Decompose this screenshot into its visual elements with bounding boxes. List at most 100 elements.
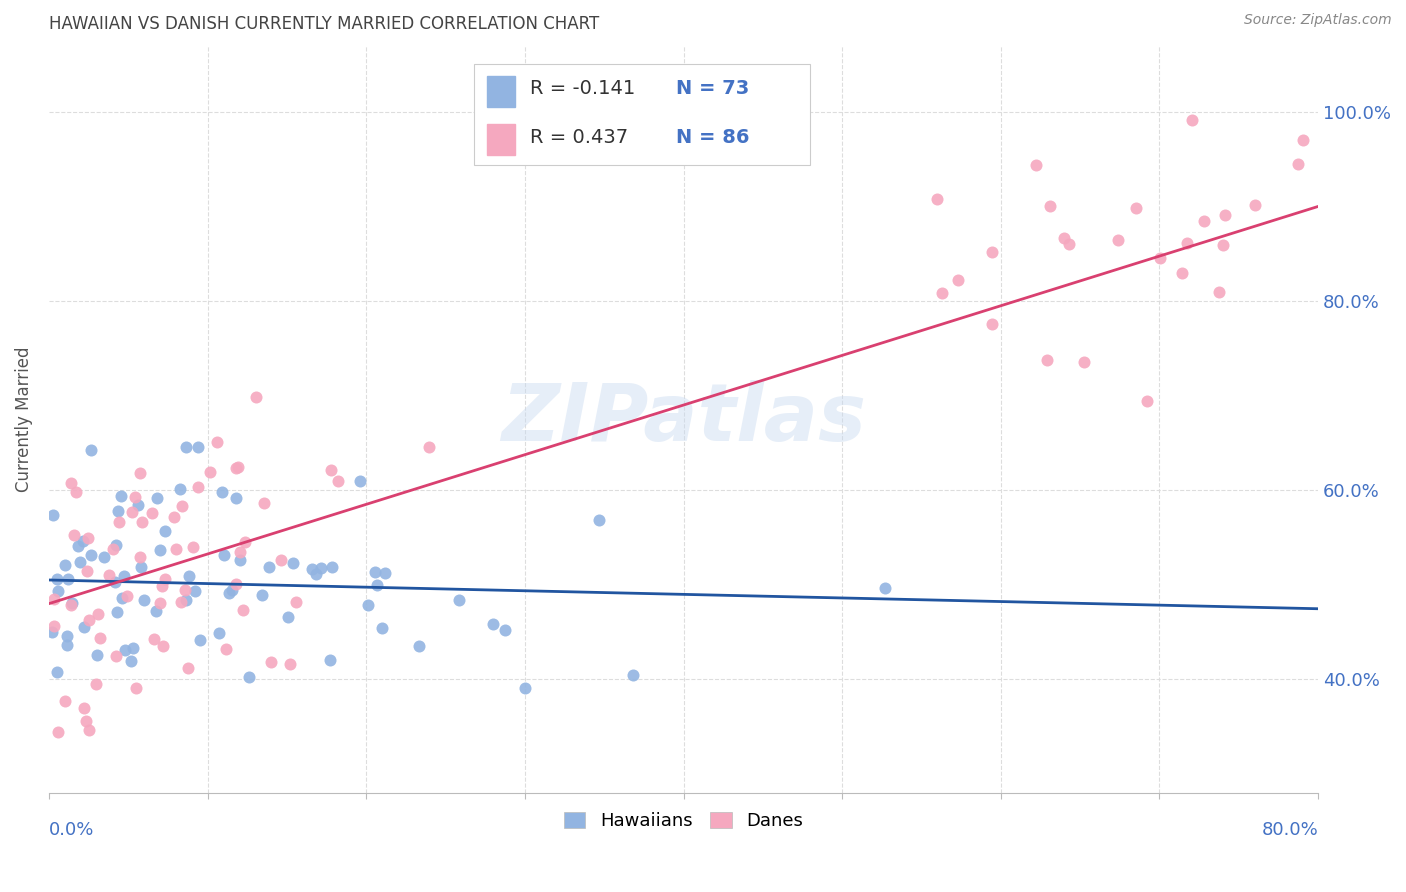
Point — [225, 576, 247, 591]
Point — [212, 548, 235, 562]
Point — [1208, 285, 1230, 299]
Point — [165, 541, 187, 556]
Point — [114, 642, 136, 657]
Legend: Hawaiians, Danes: Hawaiians, Danes — [557, 805, 811, 838]
Point — [174, 440, 197, 454]
Point — [98, 567, 121, 582]
Point — [1136, 393, 1159, 408]
Point — [252, 588, 274, 602]
Point — [228, 460, 250, 475]
Point — [141, 506, 163, 520]
Point — [142, 632, 165, 646]
Point — [260, 655, 283, 669]
Point — [69, 555, 91, 569]
Point — [46, 583, 69, 598]
Point — [494, 623, 516, 637]
Point — [1243, 198, 1265, 212]
Point — [981, 317, 1004, 331]
Point — [56, 638, 79, 652]
FancyBboxPatch shape — [474, 64, 810, 165]
Point — [927, 192, 949, 206]
Point — [1057, 237, 1080, 252]
Point — [305, 567, 328, 582]
Point — [447, 593, 470, 607]
Point — [319, 653, 342, 667]
Point — [79, 613, 101, 627]
Point — [174, 592, 197, 607]
Point — [53, 694, 76, 708]
Point — [145, 604, 167, 618]
Point — [285, 595, 308, 609]
Point — [1213, 208, 1236, 222]
Text: HAWAIIAN VS DANISH CURRENTLY MARRIED CORRELATION CHART: HAWAIIAN VS DANISH CURRENTLY MARRIED COR… — [49, 15, 599, 33]
Text: Source: ZipAtlas.com: Source: ZipAtlas.com — [1244, 13, 1392, 28]
Point — [63, 528, 86, 542]
Point — [42, 508, 65, 522]
Point — [73, 701, 96, 715]
Point — [93, 550, 115, 565]
Point — [245, 390, 267, 404]
Point — [183, 583, 205, 598]
Point — [1107, 233, 1129, 247]
Point — [129, 550, 152, 565]
Text: 80.0%: 80.0% — [1261, 822, 1319, 839]
Point — [55, 628, 77, 642]
Point — [225, 461, 247, 475]
Point — [588, 513, 610, 527]
Point — [875, 582, 897, 596]
Point — [150, 579, 173, 593]
Point — [86, 648, 108, 662]
Point — [281, 556, 304, 570]
Point — [149, 596, 172, 610]
Point — [146, 491, 169, 506]
Point — [117, 589, 139, 603]
Point — [309, 561, 332, 575]
Point — [112, 568, 135, 582]
Point — [357, 599, 380, 613]
Point — [513, 681, 536, 696]
Point — [1053, 230, 1076, 244]
Point — [218, 585, 240, 599]
Point — [418, 440, 440, 454]
Point — [1212, 238, 1234, 252]
Point — [104, 538, 127, 552]
Point — [84, 676, 107, 690]
Text: N = 86: N = 86 — [676, 128, 749, 147]
Point — [107, 503, 129, 517]
Point — [1149, 251, 1171, 265]
Point — [45, 572, 67, 586]
Point — [211, 485, 233, 500]
Point — [481, 617, 503, 632]
Point — [187, 440, 209, 454]
Point — [187, 480, 209, 494]
Point — [277, 610, 299, 624]
Point — [214, 642, 236, 657]
Point — [67, 539, 90, 553]
Point — [72, 534, 94, 549]
Point — [301, 562, 323, 576]
Point — [86, 607, 108, 622]
Point — [229, 553, 252, 567]
Point — [169, 482, 191, 496]
Point — [163, 509, 186, 524]
Point — [77, 723, 100, 738]
Point — [1175, 235, 1198, 250]
Point — [104, 649, 127, 664]
Text: N = 73: N = 73 — [676, 79, 749, 98]
Point — [1039, 199, 1062, 213]
Point — [124, 490, 146, 504]
Point — [42, 619, 65, 633]
Point — [225, 491, 247, 505]
Point — [104, 574, 127, 589]
Point — [366, 578, 388, 592]
Text: R = 0.437: R = 0.437 — [530, 128, 628, 147]
Point — [73, 620, 96, 634]
Point — [53, 558, 76, 572]
Text: R = -0.141: R = -0.141 — [530, 79, 636, 98]
Point — [229, 545, 252, 559]
Point — [80, 442, 103, 457]
Point — [128, 466, 150, 480]
Point — [170, 595, 193, 609]
Point — [198, 465, 221, 479]
Point — [946, 273, 969, 287]
